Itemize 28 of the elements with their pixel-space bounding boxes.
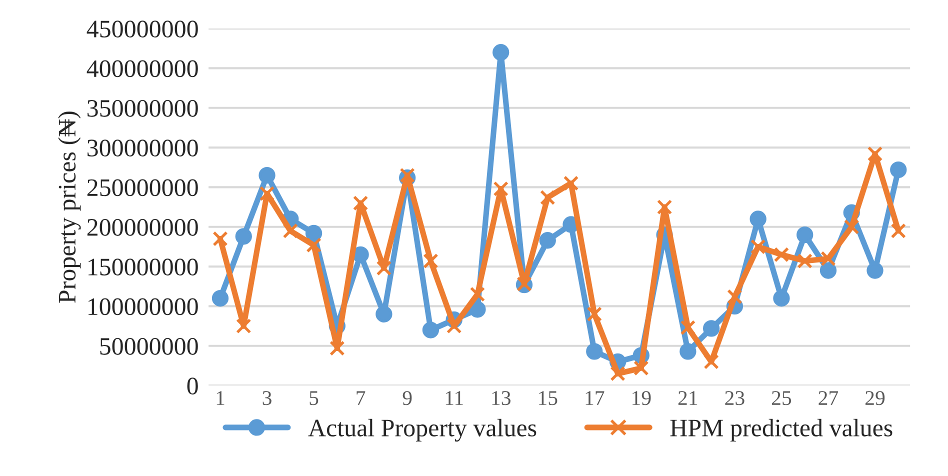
x-tick-label: 17: [586, 391, 604, 405]
x-tick-label: 19: [632, 391, 651, 406]
x-tick-label: 21: [678, 391, 698, 405]
y-tick-label: 400000000: [86, 60, 198, 78]
y-tick-label: 300000000: [88, 140, 198, 156]
legend-label: HPM predicted values: [670, 418, 892, 442]
x-tick-label: 5: [310, 391, 318, 406]
x-tick-label: 1: [216, 391, 224, 405]
y-tick-label: 50000000: [100, 338, 198, 355]
x-tick-label: 27: [818, 391, 838, 405]
x-tick-label: 13: [492, 391, 510, 406]
x-tick-label: 29: [866, 391, 885, 406]
y-tick-label: 350000000: [88, 100, 198, 117]
legend-label: Actual Property values: [308, 418, 536, 442]
y-tick-label: 250000000: [87, 179, 198, 196]
x-tick-label: 23: [725, 391, 744, 406]
y-tick-label: 450000000: [86, 20, 198, 38]
x-tick-label: 7: [356, 391, 366, 405]
y-axis-title: Property prices (₦): [58, 112, 81, 303]
x-tick-label: 11: [446, 391, 463, 405]
x-tick-label: 3: [262, 391, 272, 406]
x-tick-label: 25: [772, 391, 792, 406]
y-tick-label: 200000000: [87, 218, 198, 236]
x-tick-label: 9: [402, 391, 412, 406]
x-tick-label: 15: [539, 391, 558, 406]
y-tick-label: 100000000: [88, 298, 198, 316]
y-tick-label: 150000000: [88, 258, 198, 276]
y-tick-label: 0: [187, 378, 198, 394]
